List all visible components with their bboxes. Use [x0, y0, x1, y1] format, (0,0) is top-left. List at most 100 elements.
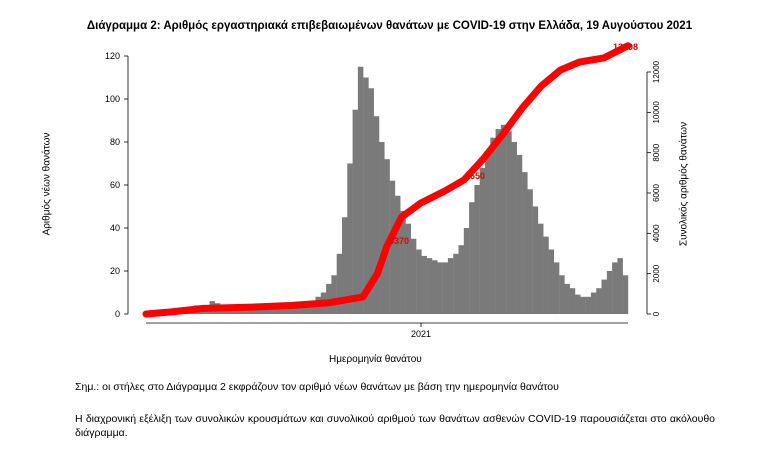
bar — [537, 223, 544, 314]
bar — [559, 275, 565, 314]
y2-tick-label: 0 — [652, 311, 661, 316]
bar — [283, 307, 290, 314]
bar — [553, 262, 560, 314]
bar — [522, 172, 528, 314]
bar — [606, 271, 613, 314]
bar — [299, 303, 306, 314]
bar — [310, 301, 316, 314]
bar — [548, 249, 555, 314]
bar — [241, 309, 247, 314]
bar — [304, 303, 311, 314]
y-tick-label: 120 — [105, 51, 120, 61]
bar — [516, 154, 523, 314]
bar — [352, 109, 359, 314]
bar — [273, 307, 279, 314]
axes: 0 20 40 60 80 100 120 0 2000 4000 6000 8000 10000 120… — [105, 51, 661, 339]
bar — [432, 260, 438, 314]
bar — [251, 309, 258, 314]
bar — [289, 305, 295, 314]
chart-footnote: Σημ.: οι στήλες στο Διάγραμμα 2 εκφράζου… — [75, 381, 559, 393]
y-tick-label: 100 — [105, 94, 120, 104]
bar — [601, 279, 608, 314]
cumulative-label: 13298 — [613, 42, 638, 52]
y2-tick-label: 8000 — [652, 143, 661, 161]
bar — [426, 258, 433, 314]
bar — [437, 262, 443, 314]
bar — [569, 288, 576, 314]
bar — [341, 217, 348, 314]
y2-tick-label: 6000 — [652, 184, 661, 202]
bar — [575, 294, 581, 314]
bar — [347, 163, 353, 314]
y-tick-label: 80 — [110, 137, 120, 147]
bar — [532, 206, 539, 314]
bar — [262, 309, 269, 314]
y2-axis-label: Συνολικός αριθμός θανάτων — [678, 121, 690, 247]
bar — [596, 288, 602, 314]
bar — [416, 249, 422, 314]
bar — [495, 129, 502, 314]
bar — [394, 195, 401, 314]
y-tick-label: 20 — [110, 266, 120, 276]
bar — [442, 262, 449, 314]
bar — [479, 167, 486, 314]
y-axis-label: Αριθμός νέων θανάτων — [41, 132, 53, 236]
bar — [389, 180, 396, 314]
bar — [278, 307, 284, 314]
bar — [506, 131, 512, 314]
bar — [617, 258, 623, 314]
bar — [612, 262, 618, 314]
bar — [447, 258, 454, 314]
bar — [357, 66, 364, 314]
bar — [458, 245, 465, 314]
bar — [257, 309, 263, 314]
bar — [267, 307, 274, 314]
bar-series — [146, 66, 629, 314]
bar — [585, 296, 592, 314]
bar — [622, 275, 629, 314]
y2-tick-label: 4000 — [652, 224, 661, 242]
bar — [453, 253, 459, 314]
x-tick-label: 2021 — [411, 329, 431, 339]
bar — [294, 305, 300, 314]
bar — [564, 283, 570, 314]
y2-tick-label: 10000 — [652, 101, 661, 124]
bar — [500, 124, 507, 314]
bar — [246, 309, 253, 314]
chart-title: Διάγραμμα 2: Αριθμός εργαστηριακά επιβεβ… — [86, 20, 693, 32]
bar — [543, 236, 549, 314]
y2-tick-label: 2000 — [652, 264, 661, 282]
y-tick-label: 0 — [115, 309, 120, 319]
y-tick-label: 40 — [110, 223, 120, 233]
bar — [474, 185, 480, 314]
bar — [405, 223, 412, 314]
x-axis-label: Ημερομηνία θανάτου — [329, 354, 422, 365]
cumulative-labels: 3370 6650 13298 — [389, 42, 638, 246]
bar — [368, 88, 374, 314]
bar — [511, 142, 517, 314]
bar — [463, 228, 470, 314]
bar — [331, 275, 337, 314]
bar — [379, 142, 385, 314]
cumulative-label: 3370 — [389, 236, 409, 246]
bar — [484, 152, 491, 314]
bar — [326, 283, 332, 314]
bar — [384, 159, 390, 314]
bar — [421, 255, 427, 314]
bar — [580, 296, 586, 314]
bar — [590, 292, 597, 314]
bar — [490, 137, 496, 314]
bar — [363, 77, 369, 314]
cumulative-line — [142, 42, 632, 318]
bar — [400, 210, 406, 314]
bar — [336, 253, 343, 314]
y-tick-label: 60 — [110, 180, 120, 190]
bar — [410, 238, 417, 314]
bar — [373, 116, 380, 314]
cumulative-label: 6650 — [465, 171, 485, 181]
bar — [469, 202, 475, 314]
bar — [527, 189, 533, 314]
y2-tick-label: 12000 — [652, 60, 661, 83]
body-paragraph: Η διαχρονική εξέλιξη των συνολικών κρουσ… — [75, 413, 715, 439]
